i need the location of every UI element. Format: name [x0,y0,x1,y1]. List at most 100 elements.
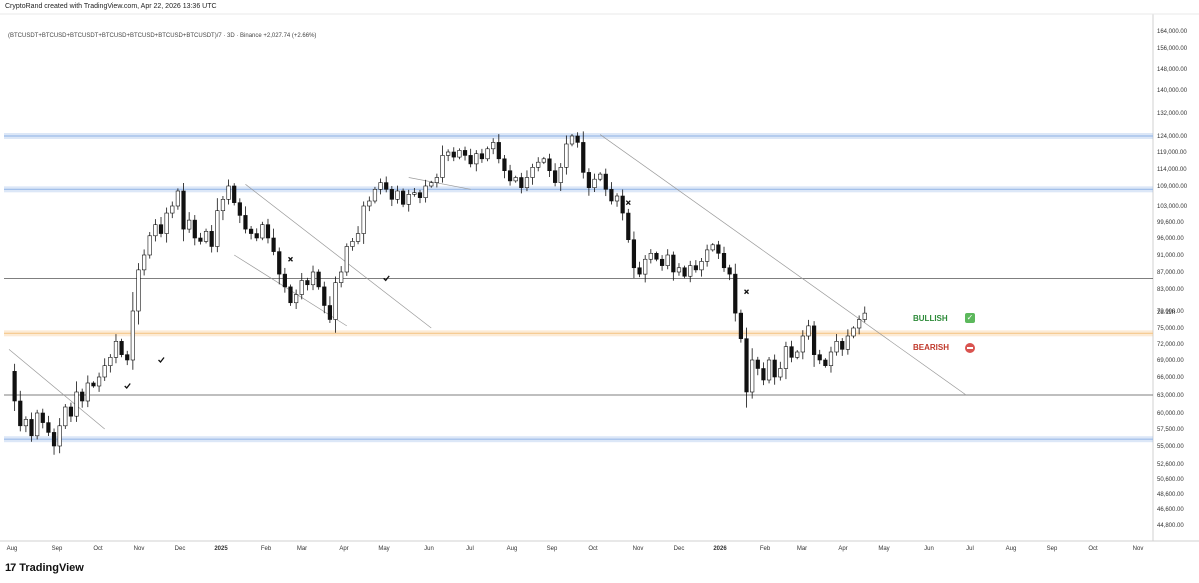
candle-body [558,167,563,183]
y-tick-label: 48,600.00 [1157,492,1184,498]
candle-body [389,189,394,200]
x-tick-label: Feb [261,546,272,552]
y-tick-label: 87,000.00 [1157,270,1184,276]
candle-body [462,150,468,156]
candle-body [575,135,580,143]
candle-body [51,432,57,447]
check-marker-icon [158,357,165,363]
candle-body [738,312,743,339]
candle-body [755,359,760,369]
candle-body [609,189,614,202]
x-tick-label: Feb [760,546,771,552]
candle-body [761,368,766,381]
y-tick-label: 148,000.00 [1157,67,1188,73]
candle-body [429,182,434,187]
candle-body [643,258,648,275]
check-marker-icon [383,275,390,282]
x-tick-label: Aug [7,546,18,552]
candle-body [417,192,423,198]
candle-body [372,189,378,202]
candle-body [530,167,535,178]
y-tick-label: 60,000.00 [1157,411,1184,417]
candle-body [766,359,772,381]
candle-body [170,205,175,214]
candle-body [102,365,107,378]
candle-body [113,341,119,358]
candle-body [181,190,186,230]
tradingview-brand: TradingView [19,562,84,574]
bullish-label: BULLISH [913,314,948,323]
candle-body [63,406,68,427]
candle-body [384,182,389,190]
x-tick-label: Dec [175,546,186,552]
candle-body [232,185,237,203]
y-tick-label: 140,000.00 [1157,88,1188,94]
candle-body [130,310,135,361]
candle-body [91,382,96,387]
candle-body [479,153,485,160]
y-tick-label: 52,600.00 [1157,462,1184,468]
candle-body [158,224,164,234]
candle-body [254,233,259,239]
candle-body [840,341,845,350]
candle-body [502,158,507,172]
candle-body [226,185,231,200]
candle-body [344,246,349,273]
cross-marker-icon [288,256,293,262]
y-tick-label: 46,600.00 [1157,507,1184,513]
candle-body [693,265,698,271]
x-tick-label: Mar [297,546,307,552]
candle-body [710,244,715,251]
candle-body [862,312,867,320]
candle-body [220,199,226,212]
candle-body [569,135,575,145]
candle-body [631,239,637,269]
candle-body [485,148,490,160]
candle-body [142,254,147,271]
candle-body [367,200,372,207]
y-tick-label: 124,000.00 [1157,134,1188,140]
candle-body [400,190,406,205]
candle-body [676,267,682,273]
y-tick-label: 119,000.00 [1157,150,1187,156]
candle-body [671,254,676,273]
x-tick-label: Oct [588,546,598,552]
candle-body [592,178,597,188]
trend-major-downtrend [599,134,967,396]
candle-body [215,210,220,247]
cross-marker-icon [625,200,631,206]
candle-body [327,305,333,320]
candle-body [406,194,411,205]
trend-mid-2025-channel [408,177,471,190]
x-tick-label: 2026 [713,546,727,552]
candle-body [440,155,445,178]
candle-body [795,351,800,358]
candle-body [620,195,625,214]
y-tick-label: 75,000.00 [1157,326,1184,332]
candle-body [457,150,462,158]
tradingview-mark-icon: 17 [5,562,16,574]
candle-body [688,265,693,277]
candle-body [248,228,254,234]
candle-body [423,185,428,198]
candle-body [598,173,603,180]
x-tick-label: Jul [966,546,974,552]
candle-body [108,357,113,366]
y-tick-label: 164,000.00 [1157,29,1188,35]
tradingview-logo[interactable]: 17 TradingView [5,562,84,574]
candle-body [35,412,40,437]
candle-body [750,359,755,393]
candle-body [85,382,90,402]
y-tick-label: 44,800.00 [1157,523,1184,529]
candle-body [355,233,361,242]
candle-body [74,391,79,417]
candle-body [192,219,197,239]
candle-body [80,391,85,402]
candle-body [699,261,704,271]
y-tick-label: 99,600.00 [1157,220,1184,226]
y-tick-label: 72,000.00 [1157,342,1184,348]
x-tick-label: May [378,546,389,552]
candle-body [322,286,327,306]
candle-body [451,151,456,158]
